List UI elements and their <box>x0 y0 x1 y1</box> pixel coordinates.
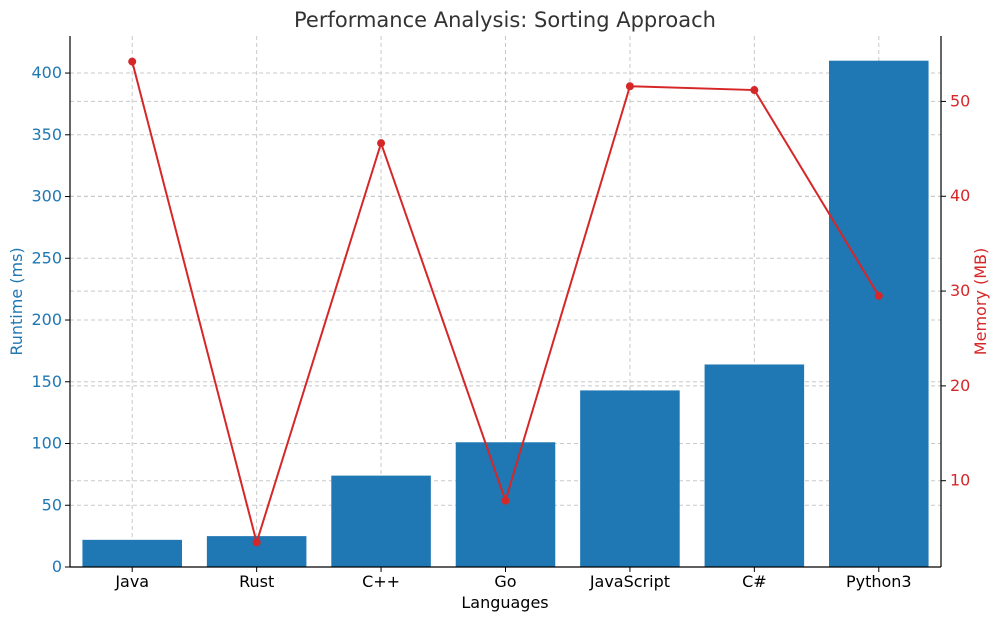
left-y-tick-label: 400 <box>31 63 62 82</box>
chart-title: Performance Analysis: Sorting Approach <box>294 8 716 32</box>
left-y-tick-labels: 0 50 100 150 200 250 300 350 400 <box>31 63 62 576</box>
left-y-tick-label: 200 <box>31 310 62 329</box>
bar-python3 <box>829 60 929 568</box>
bar-java <box>82 539 182 567</box>
right-y-tick-labels: 10 20 30 40 50 <box>950 91 970 489</box>
bar-javascript <box>580 390 680 567</box>
right-y-tick-label: 10 <box>950 471 970 490</box>
right-y-tick-label: 20 <box>950 376 970 395</box>
memory-line-series <box>128 57 883 547</box>
memory-point-c <box>750 86 759 95</box>
x-tick-label: Rust <box>239 572 274 591</box>
left-y-axis-label: Runtime (ms) <box>7 247 26 355</box>
memory-point-javascript <box>625 82 634 91</box>
x-tick-label: JavaScript <box>589 572 670 591</box>
bar-go <box>455 442 556 567</box>
left-y-tick-label: 100 <box>31 434 62 453</box>
right-y-axis-label: Memory (MB) <box>971 248 990 355</box>
memory-point-python3 <box>874 291 883 300</box>
right-y-tick-label: 50 <box>950 91 970 110</box>
axes <box>65 36 946 572</box>
left-y-tick-label: 250 <box>31 248 62 267</box>
x-tick-label: C# <box>742 572 767 591</box>
bar-c <box>704 364 805 567</box>
x-axis-label: Languages <box>461 593 548 612</box>
x-tick-label: Python3 <box>846 572 912 591</box>
left-y-tick-label: 50 <box>42 495 62 514</box>
right-y-tick-label: 30 <box>950 281 970 300</box>
right-y-tick-label: 40 <box>950 186 970 205</box>
left-y-tick-label: 150 <box>31 372 62 391</box>
left-y-tick-label: 0 <box>52 557 62 576</box>
memory-point-c <box>377 139 386 148</box>
x-tick-label: Go <box>494 572 516 591</box>
x-tick-label: Java <box>114 572 149 591</box>
bar-c <box>331 475 431 567</box>
memory-point-rust <box>252 538 261 547</box>
left-y-tick-label: 350 <box>31 125 62 144</box>
memory-point-go <box>501 496 510 505</box>
left-y-tick-label: 300 <box>31 187 62 206</box>
x-tick-labels: Java Rust C++ Go JavaScript C# Python3 <box>114 572 911 591</box>
x-tick-label: C++ <box>362 572 400 591</box>
memory-point-java <box>128 57 137 66</box>
